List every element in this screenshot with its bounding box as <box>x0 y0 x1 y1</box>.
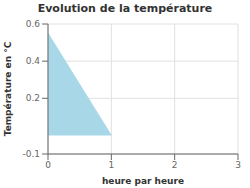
svg-text:0: 0 <box>45 160 51 170</box>
svg-text:0.6: 0.6 <box>26 19 41 29</box>
svg-text:2: 2 <box>172 160 178 170</box>
svg-text:3: 3 <box>235 160 241 170</box>
svg-text:-0.1: -0.1 <box>22 149 40 159</box>
svg-text:heure par heure: heure par heure <box>102 176 184 186</box>
svg-text:0.2: 0.2 <box>26 93 40 103</box>
svg-text:0.4: 0.4 <box>26 56 41 66</box>
html-text:Evolution de la température: Evolution de la température <box>37 2 213 15</box>
svg-text:1: 1 <box>108 160 114 170</box>
svg-text:Température en °C: Température en °C <box>8 41 13 136</box>
